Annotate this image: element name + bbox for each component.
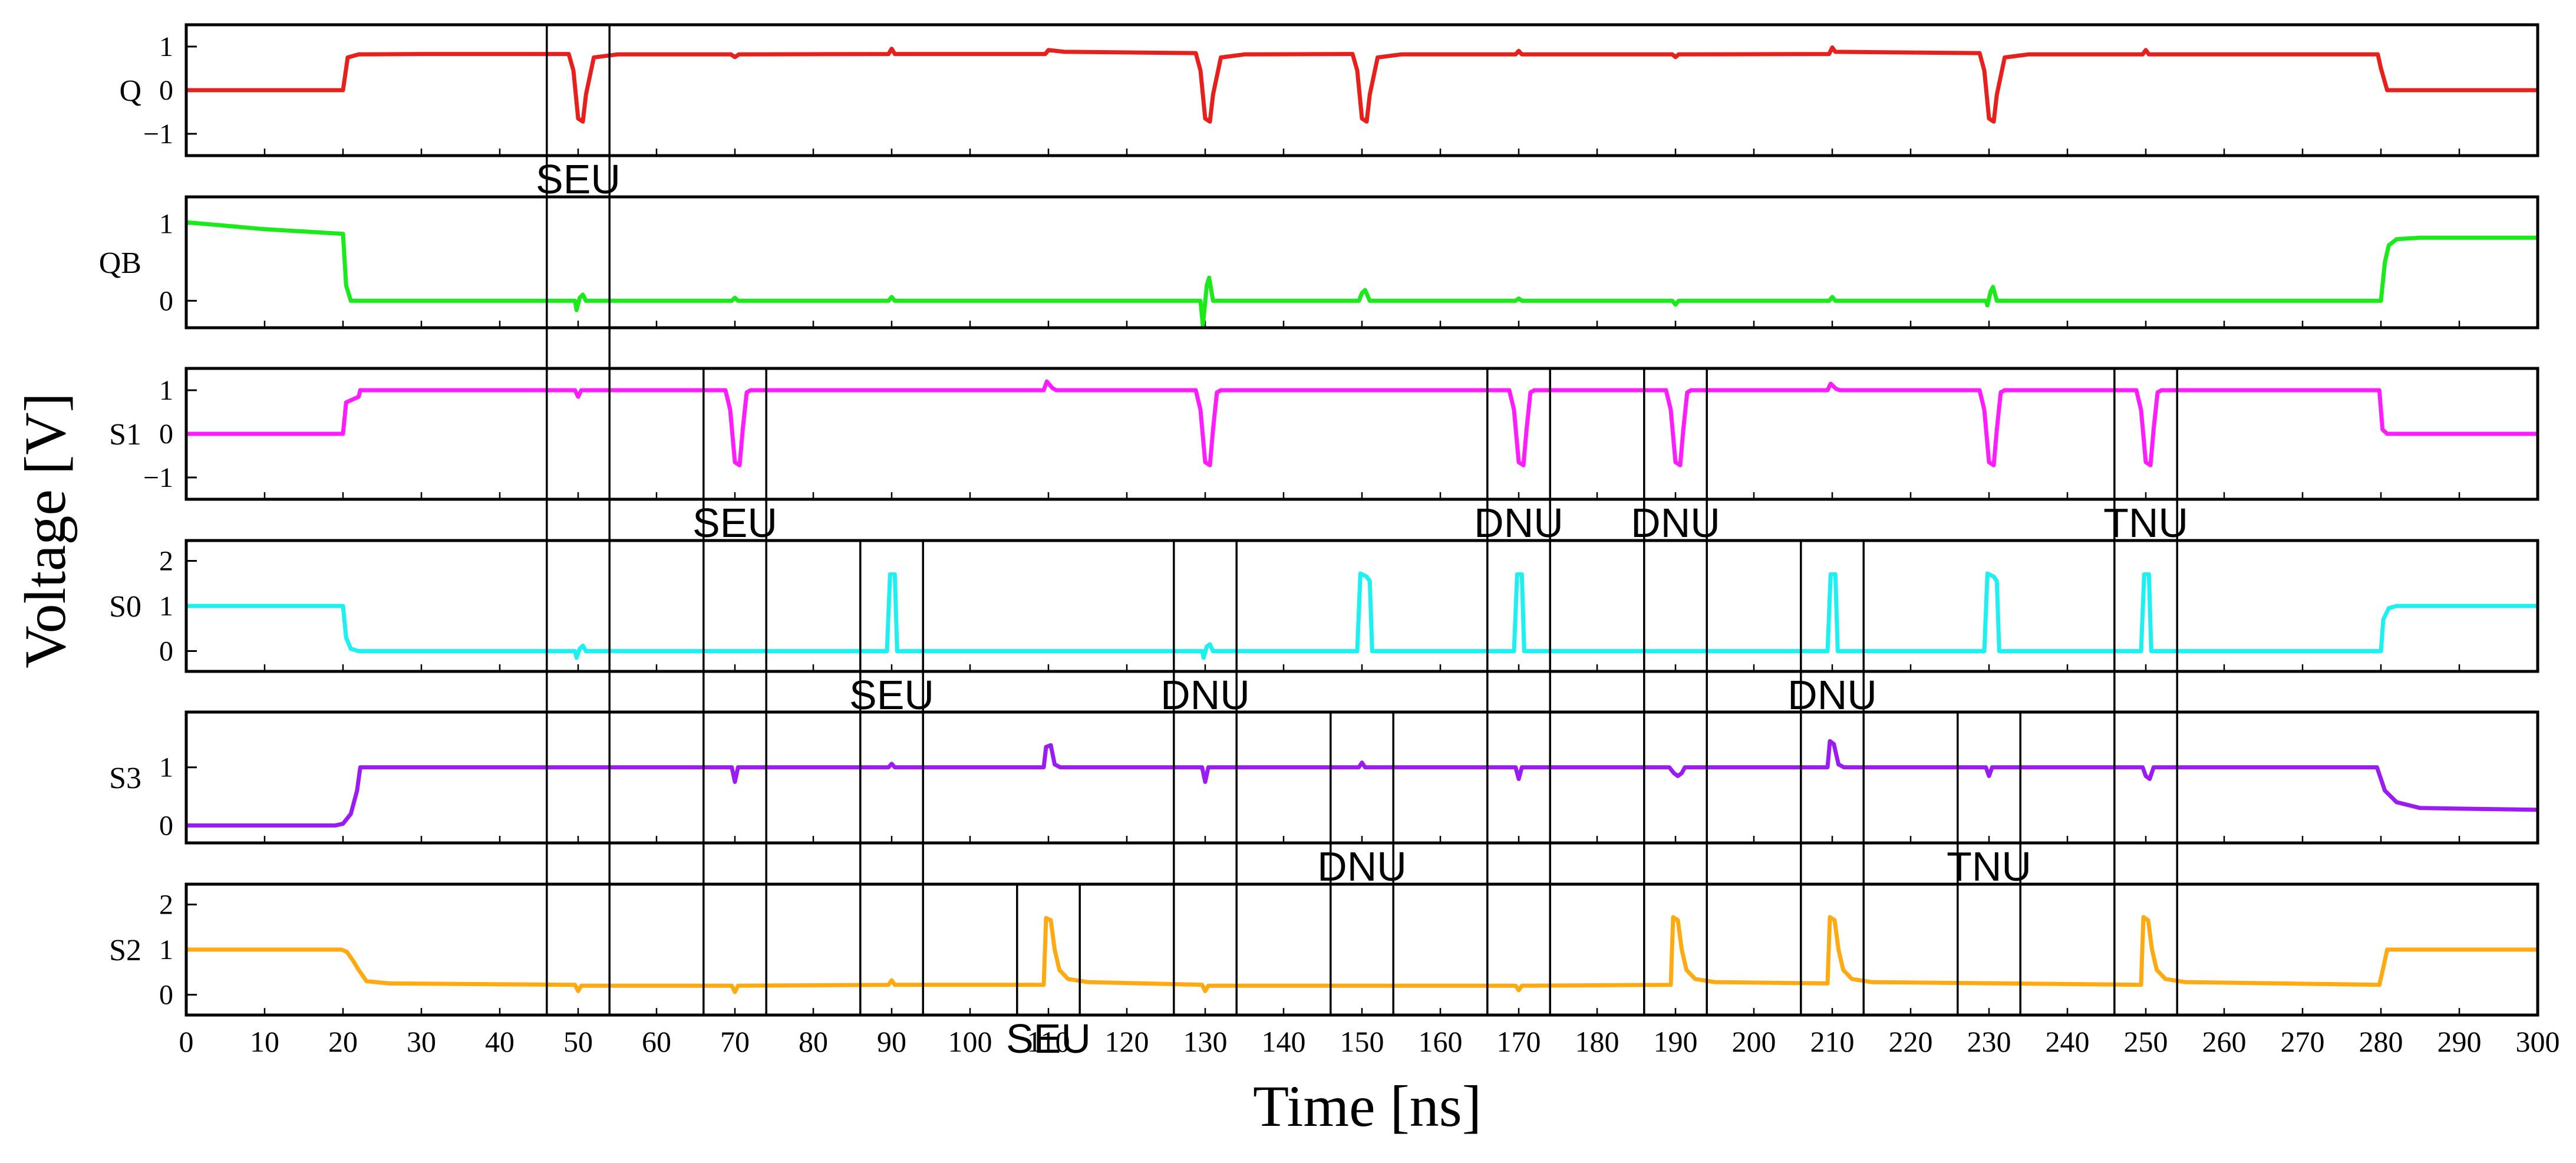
x-tick-label: 220 bbox=[1889, 1025, 1933, 1058]
y-tick-label: 1 bbox=[159, 209, 173, 240]
x-tick-label: 260 bbox=[2202, 1025, 2247, 1058]
annotation-label-dnu: DNU bbox=[1787, 672, 1877, 718]
annotation-label-dnu: DNU bbox=[1474, 500, 1564, 546]
x-tick-label: 60 bbox=[642, 1025, 671, 1058]
panel-s0: 2 1 0 S0 bbox=[109, 539, 2539, 673]
x-tick-label: 200 bbox=[1732, 1025, 1776, 1058]
panel-name-label: QB bbox=[99, 246, 141, 280]
signal-s3-line bbox=[186, 739, 2538, 828]
annotation-lines-layer bbox=[546, 25, 2178, 1015]
x-tick-label: 150 bbox=[1340, 1025, 1384, 1058]
annotation-label-seu: SEU bbox=[536, 156, 621, 202]
panel-qb: 1 0 QB bbox=[99, 195, 2539, 330]
x-tick-label: 290 bbox=[2438, 1025, 2482, 1058]
x-tick-label: 50 bbox=[563, 1025, 593, 1058]
annotation-label-dnu: DNU bbox=[1631, 500, 1720, 546]
signal-s2-line bbox=[186, 915, 2538, 994]
annotation-label-seu: SEU bbox=[849, 672, 934, 718]
panel-name-label: S3 bbox=[109, 762, 141, 795]
panel-frame bbox=[184, 367, 2539, 501]
x-tick-label: 100 bbox=[948, 1025, 992, 1058]
x-tick-label: 30 bbox=[407, 1025, 436, 1058]
annotation-label-dnu: DNU bbox=[1160, 672, 1250, 718]
x-tick-label: 240 bbox=[2046, 1025, 2090, 1058]
annotation-label-seu: SEU bbox=[1006, 1016, 1091, 1062]
y-tick-label: −1 bbox=[143, 462, 173, 493]
x-tick-label: 90 bbox=[877, 1025, 906, 1058]
annotation-label-tnu: TNU bbox=[1947, 844, 2031, 889]
panel-frame bbox=[184, 23, 2539, 157]
signal-qb-line bbox=[186, 220, 2538, 328]
signal-q-line bbox=[186, 45, 2538, 124]
x-tick-label: 180 bbox=[1575, 1025, 1620, 1058]
y-tick-label: 0 bbox=[159, 810, 173, 841]
x-tick-label: 40 bbox=[485, 1025, 514, 1058]
x-tick-label: 270 bbox=[2281, 1025, 2325, 1058]
x-tick-label: 170 bbox=[1497, 1025, 1541, 1058]
x-tick-label: 230 bbox=[1967, 1025, 2011, 1058]
panel-s2: 2 1 0 S2 bbox=[109, 882, 2539, 1017]
x-tick-label: 130 bbox=[1183, 1025, 1228, 1058]
x-tick-label: 280 bbox=[2359, 1025, 2403, 1058]
panel-s1: 1 0 −1S1 bbox=[109, 367, 2539, 501]
x-tick-label: 120 bbox=[1105, 1025, 1149, 1058]
x-tick-label: 10 bbox=[250, 1025, 279, 1058]
signal-s1-line bbox=[186, 379, 2538, 467]
y-tick-label: 0 bbox=[159, 75, 173, 106]
annotation-label-seu: SEU bbox=[692, 500, 777, 546]
x-tick-label: 70 bbox=[720, 1025, 750, 1058]
annotation-label-dnu: DNU bbox=[1317, 844, 1407, 889]
y-tick-label: 2 bbox=[159, 889, 173, 920]
panel-name-label: S1 bbox=[109, 418, 141, 452]
y-tick-label: 0 bbox=[159, 285, 173, 317]
panel-frame bbox=[184, 539, 2539, 673]
x-tick-label: 110 bbox=[1027, 1025, 1070, 1058]
x-tick-label: 210 bbox=[1810, 1025, 1855, 1058]
y-tick-label: 1 bbox=[159, 591, 173, 622]
x-tick-label: 300 bbox=[2516, 1025, 2560, 1058]
panel-name-label: S2 bbox=[109, 934, 141, 967]
panel-name-label: Q bbox=[119, 74, 141, 108]
y-tick-label: 2 bbox=[159, 545, 173, 576]
y-tick-label: 0 bbox=[159, 419, 173, 450]
signal-s0-line bbox=[186, 571, 2538, 660]
x-tick-label: 250 bbox=[2124, 1025, 2168, 1058]
x-tick-label: 160 bbox=[1419, 1025, 1463, 1058]
x-tick-label: 140 bbox=[1262, 1025, 1306, 1058]
x-tick-label: 20 bbox=[328, 1025, 358, 1058]
y-tick-label: 1 bbox=[159, 934, 173, 966]
y-tick-label: 1 bbox=[159, 375, 173, 406]
x-tick-label: 80 bbox=[799, 1025, 828, 1058]
x-axis-title: Time [ns] bbox=[1253, 1073, 1482, 1139]
y-tick-label: 0 bbox=[159, 980, 173, 1011]
y-tick-label: 1 bbox=[159, 752, 173, 783]
y-tick-label: 0 bbox=[159, 636, 173, 667]
x-tick-label: 190 bbox=[1654, 1025, 1698, 1058]
y-axis-title: Voltage [V] bbox=[12, 393, 78, 668]
panel-frame bbox=[184, 882, 2539, 1017]
panel-q: 1 0 −1Q bbox=[119, 23, 2539, 157]
panel-frame bbox=[184, 195, 2539, 330]
panel-frame bbox=[184, 710, 2539, 845]
panel-s3: 1 0 S3 bbox=[109, 710, 2539, 845]
y-tick-label: 1 bbox=[159, 31, 173, 62]
x-axis: 0 10 20 30 40 50 60 70 80 90 100 110 120 130 140 150 160… bbox=[179, 1025, 2560, 1058]
annotation-labels-layer: SEU SEU DNU DNU TNU SEU DNU DNU DNU TNU SEU bbox=[536, 156, 2188, 1062]
panel-name-label: S0 bbox=[109, 590, 141, 624]
annotation-label-tnu: TNU bbox=[2103, 500, 2188, 546]
y-tick-label: −1 bbox=[143, 118, 173, 150]
x-tick-label: 0 bbox=[179, 1025, 194, 1058]
